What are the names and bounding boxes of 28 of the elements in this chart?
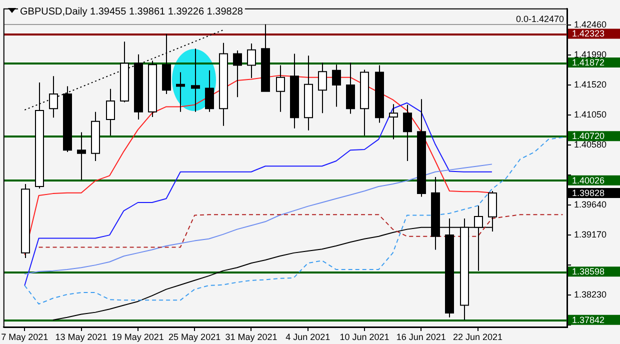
ref-line-label: 1.41872 xyxy=(572,58,605,68)
x-tick-label: 7 May 2021 xyxy=(1,332,48,342)
y-tick-label: 1.39170 xyxy=(574,230,607,240)
annotation: 0.0-1.42470 xyxy=(516,14,564,24)
x-tick-label: 10 Jun 2021 xyxy=(340,332,390,342)
x-tick-label: 31 May 2021 xyxy=(225,332,278,342)
line-series xyxy=(38,214,564,248)
x-tick-label: 22 Jun 2021 xyxy=(453,332,503,342)
ref-line-label: 1.40026 xyxy=(572,175,605,186)
x-tick-label: 13 May 2021 xyxy=(55,332,108,342)
y-tick-label: 1.42460 xyxy=(574,19,607,30)
y-tick-label: 1.40580 xyxy=(574,140,607,150)
x-tick-label: 16 Jun 2021 xyxy=(396,332,446,342)
ref-line-label: 1.40720 xyxy=(572,131,605,142)
y-tick-label: 1.41990 xyxy=(574,49,607,60)
y-tick-label: 1.39640 xyxy=(574,200,607,210)
chart-title: GBPUSD,Daily 1.39455 1.39861 1.39226 1.39828 xyxy=(20,6,244,18)
x-tick-label: 19 May 2021 xyxy=(112,332,164,342)
line-series xyxy=(24,136,564,305)
y-tick-label: 1.41050 xyxy=(574,110,607,120)
y-tick-label: 1.38230 xyxy=(574,290,607,300)
ref-line-label: 1.42323 xyxy=(572,28,605,39)
ref-line-label: 1.38598 xyxy=(572,266,605,277)
text: 1.39828 xyxy=(572,188,605,198)
x-tick-label: 25 May 2021 xyxy=(168,332,221,342)
ref-line-label: 1.37842 xyxy=(572,314,605,325)
x-tick-label: 4 Jun 2021 xyxy=(286,332,330,342)
y-tick-label: 1.41520 xyxy=(574,80,607,90)
